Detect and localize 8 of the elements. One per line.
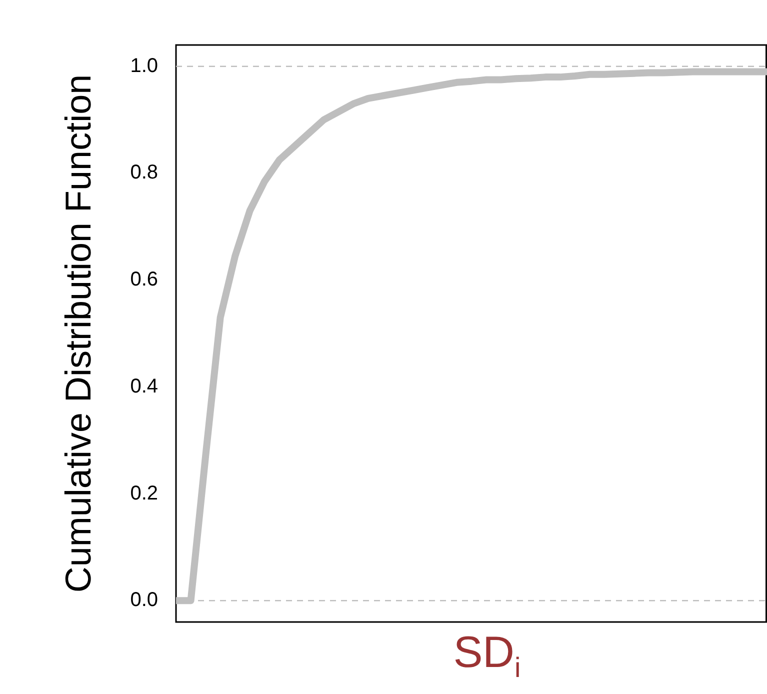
y-tick-label: 1.0 (130, 54, 158, 77)
x-axis-title: SD$_{i}$ (452, 628, 522, 684)
y-tick-label: 0.0 (130, 589, 158, 612)
y-axis-title: Cumulative Distribution Function (58, 74, 99, 593)
y-tick-label: 0.8 (130, 162, 158, 184)
y-tick-label: 0.2 (130, 482, 158, 504)
y-tick-label: 0.4 (130, 375, 158, 398)
y-tick-label: 0.6 (130, 268, 158, 291)
